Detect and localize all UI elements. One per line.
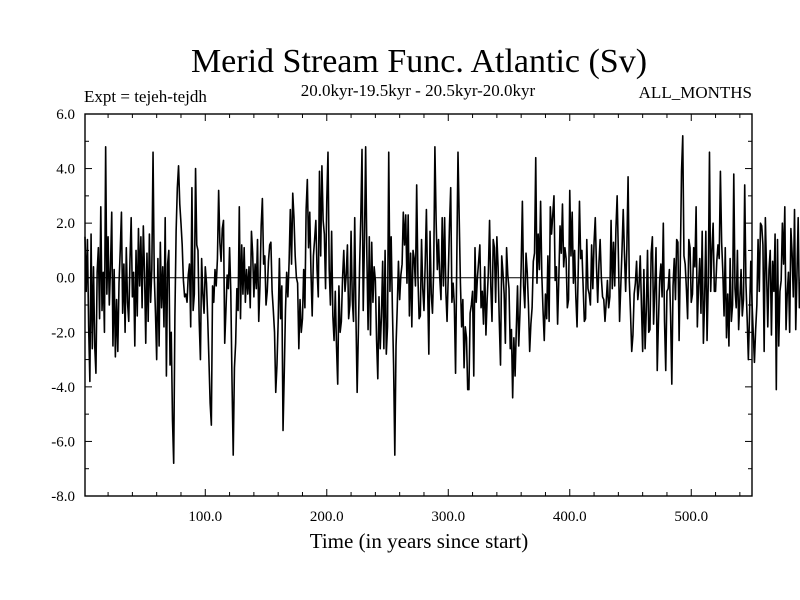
y-tick-label: 4.0 <box>56 162 75 178</box>
y-tick-label: 6.0 <box>56 107 75 123</box>
y-axis: 6.0 4.0 2.0 0.0 -2.0 -4.0 -6.0 -8.0 <box>51 107 752 505</box>
x-tick-label: 100.0 <box>188 509 222 525</box>
chart-title: Merid Stream Func. Atlantic (Sv) <box>191 43 647 80</box>
period-label: 20.0kyr-19.5kyr - 20.5kyr-20.0kyr <box>301 81 536 100</box>
x-axis: 100.0 200.0 300.0 400.0 500.0 <box>107 114 741 525</box>
y-tick-label: -8.0 <box>51 489 75 505</box>
x-tick-label: 300.0 <box>431 509 465 525</box>
x-tick-label: 500.0 <box>674 509 708 525</box>
y-tick-label: -2.0 <box>51 325 75 341</box>
x-axis-title: Time (in years since start) <box>310 529 529 553</box>
x-tick-label: 200.0 <box>310 509 344 525</box>
experiment-label: Expt = tejeh-tejdh <box>84 87 207 106</box>
y-tick-label: -6.0 <box>51 434 75 450</box>
x-tick-label: 400.0 <box>553 509 587 525</box>
months-label: ALL_MONTHS <box>639 83 752 102</box>
y-tick-label: -4.0 <box>51 380 75 396</box>
series-line <box>84 135 800 465</box>
y-tick-label: 0.0 <box>56 271 75 287</box>
plot-area <box>84 135 800 465</box>
y-tick-label: 2.0 <box>56 216 75 232</box>
